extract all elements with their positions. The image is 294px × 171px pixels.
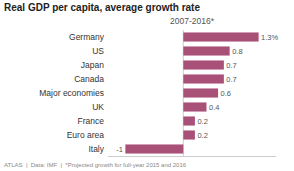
data-label: 0.7 [226,61,236,70]
chart-container: Real GDP per capita, average growth rate… [0,0,294,171]
data-label: 0.4 [209,103,219,112]
subtitle: 2007-2016* [170,16,215,26]
title: Real GDP per capita, average growth rate [4,2,200,13]
bar [183,46,229,55]
bar [183,60,224,69]
category-label: Germany [69,32,105,42]
data-label: 0.2 [197,131,207,140]
chart: Real GDP per capita, average growth rate… [0,0,294,171]
bar [183,102,206,111]
category-label: Japan [81,60,104,70]
category-label: Italy [88,144,104,154]
data-label: 0.8 [232,47,242,56]
bar [183,130,195,139]
category-label: Major economies [39,88,104,98]
bars [125,32,258,153]
category-label: France [78,116,105,126]
category-label: Euro area [67,130,105,140]
category-label: US [92,46,104,56]
bar [183,88,218,97]
data-label: 0.6 [221,89,231,98]
data-label: 1.3% [261,33,278,42]
bar [183,116,195,125]
labels: Germany 1.3% US 0.8 Japan 0.7 Canada 0.7 Major e… [39,32,278,154]
bar [125,144,183,153]
bar [183,74,224,83]
data-label: 0.7 [226,75,236,84]
bar [183,32,258,41]
category-label: Canada [74,74,104,84]
data-label: -1 [116,145,123,154]
footer: ATLAS | Data: IMF | *Projected growth fo… [4,162,187,168]
data-label: 0.2 [197,117,207,126]
category-label: UK [92,102,104,112]
x-axis-line [108,156,276,157]
